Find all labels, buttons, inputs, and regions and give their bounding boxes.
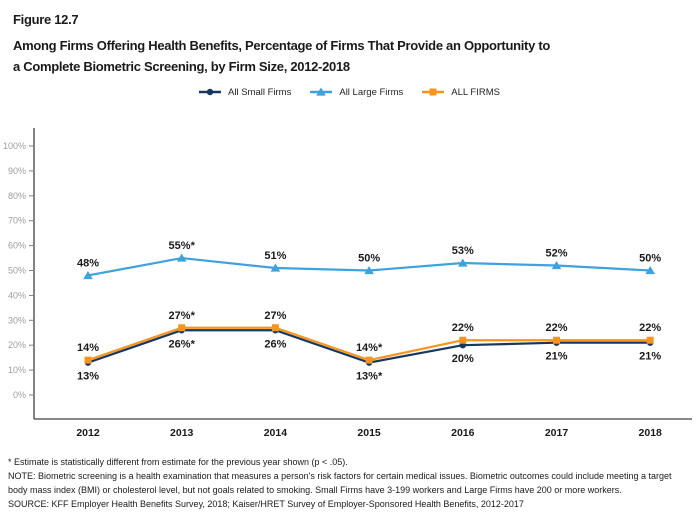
- svg-text:50%: 50%: [639, 253, 661, 265]
- all-firms-legend-marker-icon: [422, 88, 445, 96]
- title-block: Figure 12.7 Among Firms Offering Health …: [13, 12, 685, 77]
- svg-text:22%: 22%: [545, 322, 567, 334]
- svg-text:60%: 60%: [8, 241, 26, 251]
- svg-text:100%: 100%: [3, 141, 26, 151]
- svg-text:20%: 20%: [8, 340, 26, 350]
- footnote-source: SOURCE: KFF Employer Health Benefits Sur…: [8, 499, 524, 509]
- svg-text:13%: 13%: [77, 371, 99, 383]
- svg-text:70%: 70%: [8, 216, 26, 226]
- legend-item-all-large-firms: All Large Firms: [309, 86, 403, 98]
- svg-text:50%: 50%: [358, 253, 380, 265]
- footnote-significance: * Estimate is statistically different fr…: [8, 457, 348, 467]
- chart-area: 0% 10% 20% 30% 40% 50% 60% 70% 80% 90% 100% 2012 201…: [0, 125, 698, 440]
- figure-title-line1: Among Firms Offering Health Benefits, Pe…: [13, 38, 550, 53]
- svg-text:55%*: 55%*: [169, 240, 196, 252]
- footnote-note: NOTE: Biometric screening is a health ex…: [8, 471, 672, 495]
- svg-text:0%: 0%: [13, 390, 26, 400]
- svg-text:53%: 53%: [452, 245, 474, 257]
- svg-text:90%: 90%: [8, 166, 26, 176]
- svg-text:27%*: 27%*: [169, 310, 196, 322]
- svg-text:2015: 2015: [357, 427, 381, 439]
- legend-label-all-small-firms: All Small Firms: [228, 86, 292, 98]
- svg-text:2018: 2018: [639, 427, 663, 439]
- svg-text:21%: 21%: [639, 351, 661, 363]
- svg-text:26%: 26%: [264, 338, 286, 350]
- svg-text:13%*: 13%*: [356, 371, 383, 383]
- svg-text:22%: 22%: [452, 322, 474, 334]
- svg-text:40%: 40%: [8, 290, 26, 300]
- figure-title-line2: a Complete Biometric Screening, by Firm …: [13, 59, 350, 74]
- figure-label: Figure 12.7: [13, 12, 79, 27]
- legend-label-all-firms: ALL FIRMS: [451, 86, 500, 98]
- legend-item-all-firms: ALL FIRMS: [421, 86, 500, 98]
- svg-text:27%: 27%: [264, 310, 286, 322]
- svg-text:21%: 21%: [545, 351, 567, 363]
- svg-text:10%: 10%: [8, 365, 26, 375]
- svg-text:26%*: 26%*: [169, 338, 196, 350]
- all-large-firms-legend-marker-icon: [310, 87, 333, 96]
- biometric-screening-line-chart: 0% 10% 20% 30% 40% 50% 60% 70% 80% 90% 100% 2012 201…: [3, 128, 692, 439]
- svg-text:2012: 2012: [76, 427, 100, 439]
- svg-text:2017: 2017: [545, 427, 569, 439]
- svg-text:50%: 50%: [8, 266, 26, 276]
- svg-text:30%: 30%: [8, 315, 26, 325]
- svg-text:14%*: 14%*: [356, 342, 383, 354]
- legend-item-all-small-firms: All Small Firms: [198, 86, 291, 98]
- svg-text:51%: 51%: [264, 250, 286, 262]
- svg-text:48%: 48%: [77, 257, 99, 269]
- svg-text:20%: 20%: [452, 353, 474, 365]
- all-small-firms-legend-marker-icon: [199, 88, 222, 96]
- footnote-block: * Estimate is statistically different fr…: [8, 455, 690, 511]
- svg-text:22%: 22%: [639, 322, 661, 334]
- svg-text:2013: 2013: [170, 427, 194, 439]
- svg-text:2014: 2014: [264, 427, 288, 439]
- legend-label-all-large-firms: All Large Firms: [339, 86, 404, 98]
- svg-text:80%: 80%: [8, 191, 26, 201]
- svg-text:14%: 14%: [77, 342, 99, 354]
- svg-text:52%: 52%: [545, 248, 567, 260]
- svg-text:2016: 2016: [451, 427, 475, 439]
- chart-legend: All Small Firms All Large Firms ALL FIRM…: [0, 86, 698, 98]
